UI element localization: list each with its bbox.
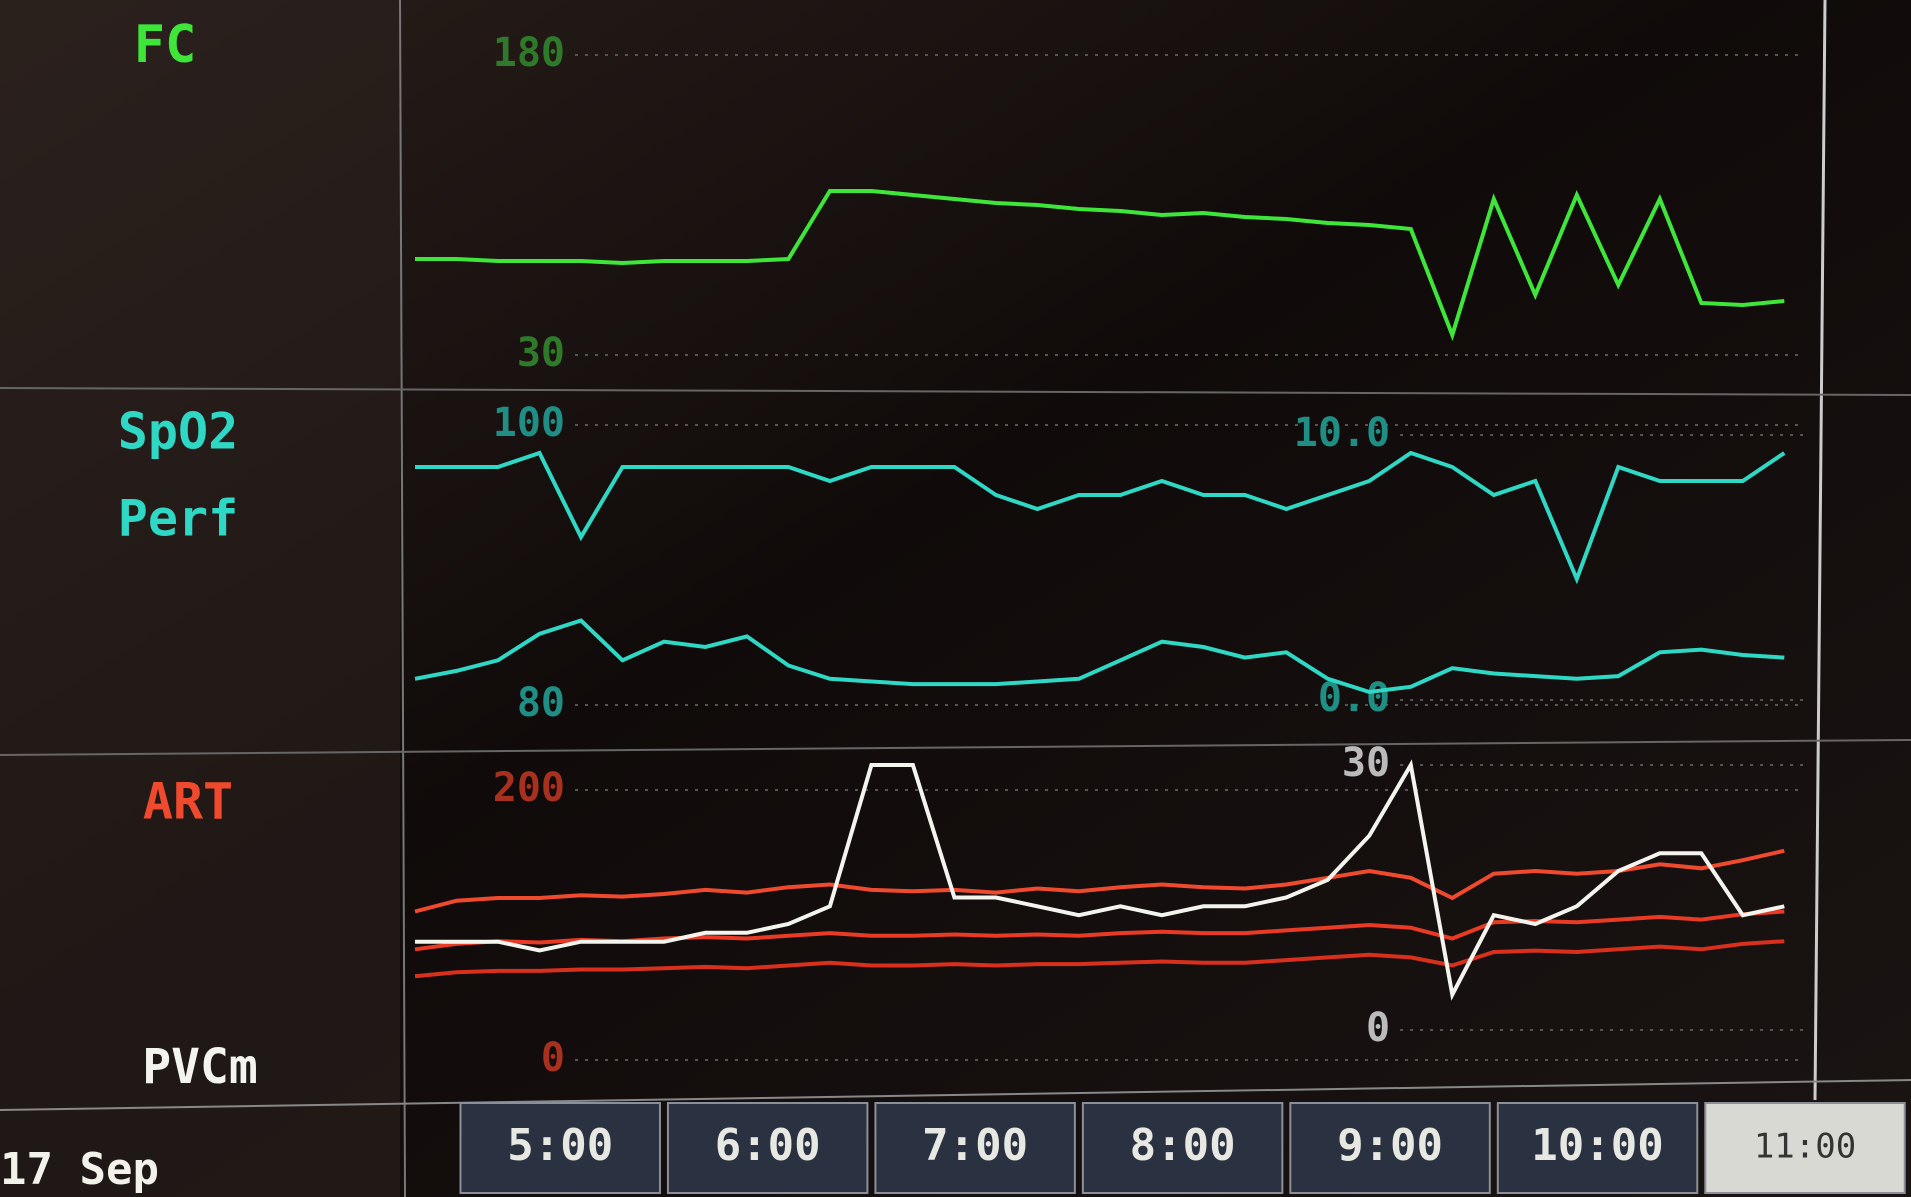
y2-tick-label: 0.0 xyxy=(1318,675,1390,721)
series-label: Perf xyxy=(118,490,238,548)
x-tick-label: 8:00 xyxy=(1130,1120,1236,1171)
label-column xyxy=(0,0,400,1197)
y2-tick-label: 0 xyxy=(1366,1005,1390,1051)
date-label: 17 Sep xyxy=(0,1144,159,1195)
page: 17 Sep 30 180 FC 80 100 0.0 10.0 SpO2 Perf 0 200 0 3… xyxy=(0,0,1911,1197)
series-label: FC xyxy=(134,15,197,75)
x-tick-label: 5:00 xyxy=(507,1120,613,1171)
y-tick-label: 200 xyxy=(493,765,565,811)
y-tick-label: 180 xyxy=(493,30,565,76)
series-label: SpO2 xyxy=(118,403,238,461)
y2-tick-label: 30 xyxy=(1342,740,1390,786)
y-tick-label: 80 xyxy=(517,680,565,726)
y2-tick-label: 10.0 xyxy=(1294,410,1390,456)
x-tick-label: 11:00 xyxy=(1754,1127,1856,1167)
monitor-screen: 17 Sep 30 180 FC 80 100 0.0 10.0 SpO2 Perf 0 200 0 3… xyxy=(0,0,1911,1197)
y-tick-label: 0 xyxy=(541,1035,565,1081)
y-tick-label: 100 xyxy=(493,400,565,446)
x-tick-label: 6:00 xyxy=(715,1120,821,1171)
series-label: PVCm xyxy=(142,1039,258,1095)
series-label: ART xyxy=(143,773,233,831)
x-tick-label: 9:00 xyxy=(1337,1120,1443,1171)
x-tick-label: 7:00 xyxy=(922,1120,1028,1171)
y-tick-label: 30 xyxy=(517,330,565,376)
x-tick-label: 10:00 xyxy=(1531,1120,1663,1171)
